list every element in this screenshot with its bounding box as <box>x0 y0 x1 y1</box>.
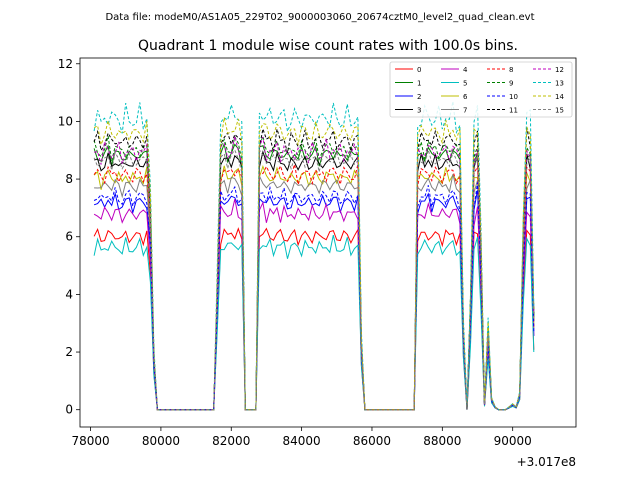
series-layer <box>93 101 535 411</box>
legend-label: 14 <box>555 93 564 101</box>
x-offset-label: +3.017e8 <box>517 455 576 469</box>
x-tick-label: 90000 <box>494 434 532 448</box>
legend-label: 15 <box>555 107 564 115</box>
y-tick-label: 8 <box>65 172 73 186</box>
legend-label: 6 <box>463 93 468 101</box>
y-tick-label: 12 <box>58 57 73 71</box>
legend-label: 12 <box>555 66 564 74</box>
file-label: Data file: modeM0/AS1A05_229T02_90000030… <box>105 12 534 23</box>
legend-label: 10 <box>509 93 518 101</box>
y-tick-label: 0 <box>65 403 73 417</box>
legend-label: 4 <box>463 66 468 74</box>
y-tick-label: 6 <box>65 230 73 244</box>
legend-label: 8 <box>509 66 513 74</box>
legend-label: 3 <box>417 107 421 115</box>
ticks-layer: 78000 80000 82000 84000 86000 88000 90000 0 2 4 6 8… <box>58 57 532 448</box>
legend-label: 1 <box>417 80 421 88</box>
legend-label: 13 <box>555 80 564 88</box>
series-line-15 <box>93 147 535 411</box>
x-tick-label: 80000 <box>142 434 180 448</box>
x-tick-label: 84000 <box>283 434 321 448</box>
legend-frame <box>389 61 573 118</box>
y-tick-label: 4 <box>65 287 73 301</box>
chart-title: Quadrant 1 module wise count rates with … <box>138 38 518 54</box>
legend-label: 2 <box>417 93 421 101</box>
plot-background <box>80 58 576 427</box>
x-tick-label: 78000 <box>71 434 109 448</box>
x-tick-label: 86000 <box>353 434 391 448</box>
legend-label: 7 <box>463 107 467 115</box>
legend-label: 0 <box>417 66 421 74</box>
y-tick-label: 10 <box>58 114 73 128</box>
legend-label: 11 <box>509 107 518 115</box>
plot-area <box>79 57 577 428</box>
series-line-10 <box>93 182 535 411</box>
y-tick-label: 2 <box>65 345 73 359</box>
legend-label: 5 <box>463 80 467 88</box>
x-tick-label: 88000 <box>423 434 461 448</box>
axes-frame <box>79 57 577 428</box>
legend-label: 9 <box>509 80 513 88</box>
x-tick-label: 82000 <box>212 434 250 448</box>
